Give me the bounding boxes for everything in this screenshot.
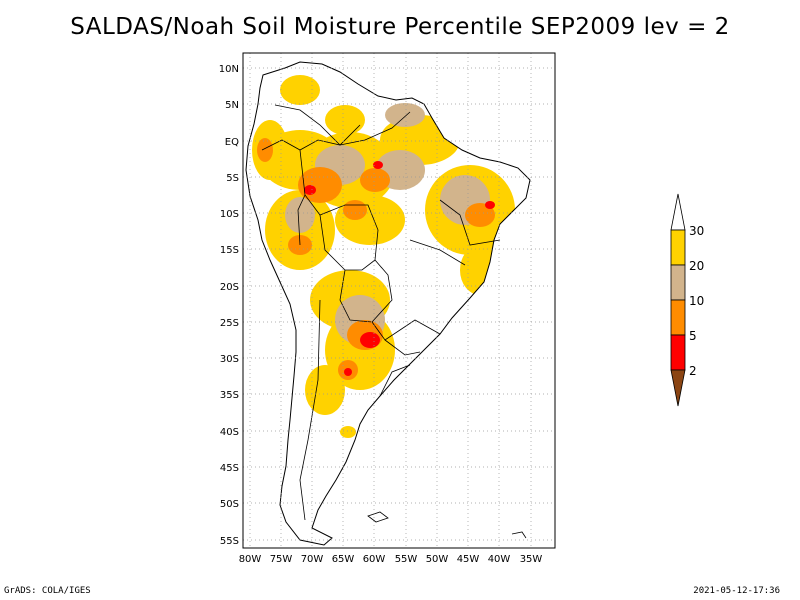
legend-label: 20 bbox=[689, 259, 704, 273]
lat-label: 40S bbox=[220, 427, 239, 438]
lat-label: 45S bbox=[220, 463, 239, 474]
lat-label: EQ bbox=[225, 137, 239, 148]
legend-top-triangle bbox=[670, 193, 686, 231]
footer-timestamp: 2021-05-12-17:36 bbox=[693, 586, 780, 596]
legend-label: 5 bbox=[689, 329, 697, 343]
lon-label: 75W bbox=[270, 554, 293, 565]
lon-label: 35W bbox=[520, 554, 543, 565]
legend-bottom-triangle bbox=[670, 369, 686, 407]
lon-label: 55W bbox=[395, 554, 418, 565]
legend-label: 2 bbox=[689, 364, 697, 378]
footer-credit: GrADS: COLA/IGES bbox=[4, 586, 91, 596]
lat-label: 50S bbox=[220, 499, 239, 510]
latitude-labels: 10N 5N EQ 5S 10S 15S 20S 25S 30S 35S 40S… bbox=[219, 64, 239, 547]
map-title: SALDAS/Noah Soil Moisture Percentile SEP… bbox=[70, 14, 730, 40]
lat-label: 5S bbox=[226, 173, 239, 184]
continent-outline bbox=[245, 61, 531, 546]
lon-label: 65W bbox=[332, 554, 355, 565]
lon-label: 50W bbox=[426, 554, 449, 565]
lon-label: 45W bbox=[457, 554, 480, 565]
legend-label: 10 bbox=[689, 294, 704, 308]
legend-label: 30 bbox=[689, 224, 704, 238]
lat-label: 30S bbox=[220, 354, 239, 365]
lat-label: 55S bbox=[220, 536, 239, 547]
soil-moisture-shading bbox=[252, 75, 515, 438]
lat-label: 10N bbox=[219, 64, 239, 75]
lat-label: 25S bbox=[220, 318, 239, 329]
lat-label: 5N bbox=[225, 100, 239, 111]
south-georgia bbox=[511, 531, 527, 539]
legend-swatch-5-10 bbox=[670, 299, 686, 336]
lon-label: 70W bbox=[301, 554, 324, 565]
lon-label: 40W bbox=[488, 554, 511, 565]
country-borders bbox=[261, 104, 501, 521]
legend-swatch-10-20 bbox=[670, 264, 686, 301]
lat-label: 35S bbox=[220, 390, 239, 401]
legend-swatch-20-30 bbox=[670, 229, 686, 266]
lon-label: 60W bbox=[363, 554, 386, 565]
lat-label: 20S bbox=[220, 282, 239, 293]
falkland-islands bbox=[367, 511, 389, 523]
lon-label: 80W bbox=[239, 554, 262, 565]
longitude-labels: 80W 75W 70W 65W 60W 55W 50W 45W 40W 35W bbox=[239, 554, 543, 565]
color-legend: 30 20 10 5 2 bbox=[670, 193, 704, 407]
grid-lines bbox=[243, 53, 555, 548]
lat-label: 10S bbox=[220, 209, 239, 220]
map-frame bbox=[242, 52, 556, 549]
lat-label: 15S bbox=[220, 245, 239, 256]
legend-swatch-2-5 bbox=[670, 334, 686, 371]
